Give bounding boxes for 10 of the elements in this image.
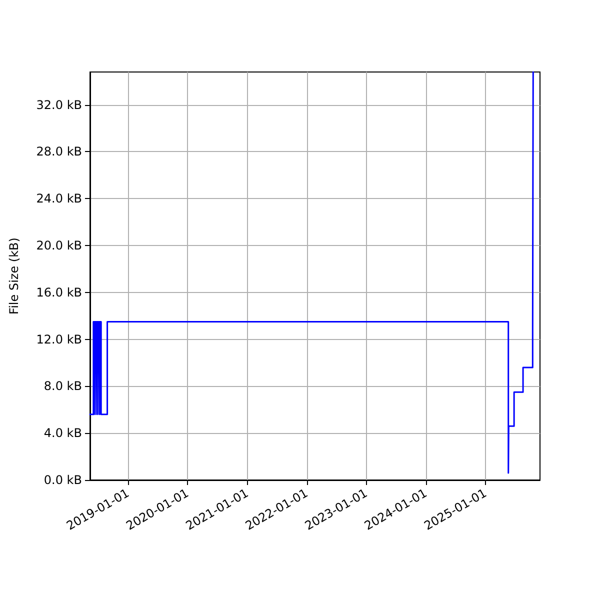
y-tick-label: 0.0 kB	[44, 473, 82, 487]
y-tick-label: 32.0 kB	[36, 98, 82, 112]
y-tick-label: 12.0 kB	[36, 332, 82, 346]
y-tick-label: 4.0 kB	[44, 426, 82, 440]
y-tick-label: 24.0 kB	[36, 192, 82, 206]
y-axis-title: File Size (kB)	[7, 238, 21, 314]
y-tick-label: 8.0 kB	[44, 379, 82, 394]
y-tick-label: 16.0 kB	[36, 285, 82, 300]
y-tick-label: 28.0 kB	[36, 144, 82, 159]
y-tick-label: 20.0 kB	[36, 238, 82, 253]
